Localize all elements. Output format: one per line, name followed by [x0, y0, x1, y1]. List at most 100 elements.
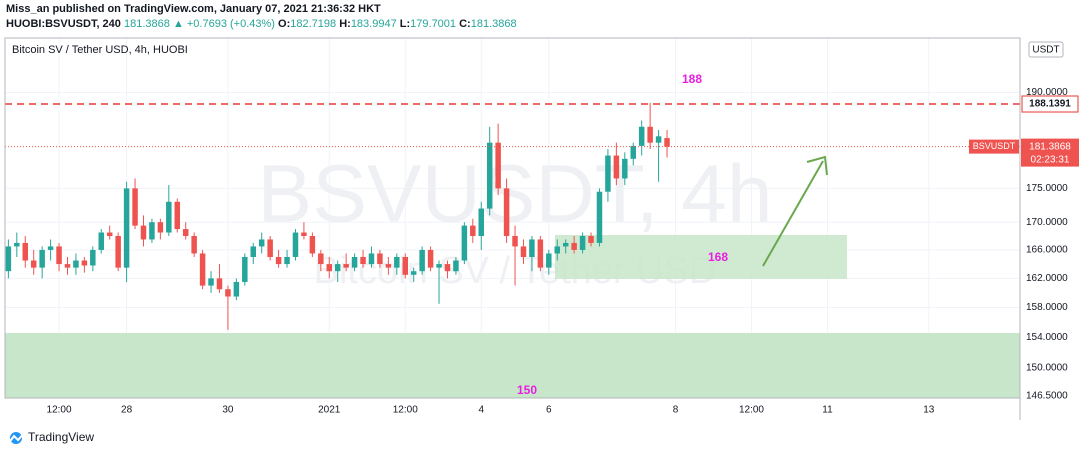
- candle-body: [571, 242, 577, 250]
- candle-body: [503, 188, 510, 236]
- x-tick-label: 13: [923, 405, 935, 416]
- y-tick-label: 175.0000: [1026, 183, 1068, 194]
- currency-box: [1028, 41, 1064, 58]
- candle-body: [14, 242, 20, 247]
- y-tick-label: 162.0000: [1026, 273, 1068, 284]
- x-tick-label: 8: [673, 405, 679, 416]
- arrow-head: [806, 155, 828, 176]
- candle-body: [596, 191, 603, 243]
- candle-body: [22, 242, 29, 261]
- candle-body: [537, 239, 544, 268]
- candle-body: [470, 225, 476, 236]
- candle-body: [334, 264, 341, 272]
- candle-body: [622, 158, 628, 179]
- symbol-label: BSVUSDT: [973, 141, 1016, 151]
- candle-body: [115, 235, 121, 268]
- candle-body: [360, 256, 366, 265]
- candle-body: [132, 188, 138, 226]
- y-tick-label: 166.0000: [1026, 245, 1068, 256]
- candle-body: [402, 256, 409, 275]
- symbol: HUOBI:BSVUSDT, 240: [6, 18, 121, 30]
- x-tick-label: 2021: [318, 405, 341, 416]
- candle-body: [284, 256, 290, 265]
- candle-body: [199, 253, 206, 286]
- candle-body: [630, 145, 636, 159]
- support-zone: [5, 333, 1020, 398]
- logo-line: [7, 431, 26, 445]
- x-tick-label: 12:00: [393, 405, 418, 416]
- o-label: O:: [278, 18, 291, 30]
- resistance-label-box: [1021, 95, 1079, 113]
- o-value: 182.7198: [290, 18, 337, 30]
- annotation: 150: [517, 383, 537, 397]
- candle-body: [73, 260, 79, 268]
- countdown: 02:23:31: [1031, 154, 1070, 165]
- l-label: L:: [399, 18, 411, 30]
- marks-layer: [5, 103, 1020, 330]
- h-value: 183.9947: [350, 18, 397, 30]
- candle-body: [106, 232, 113, 236]
- candle-body: [250, 246, 257, 257]
- candle-body: [258, 239, 265, 247]
- candle-body: [554, 246, 560, 254]
- resistance-label: 188.1391: [1029, 99, 1071, 110]
- candle-body: [5, 246, 12, 272]
- candle-body: [318, 253, 324, 265]
- candle-body: [638, 126, 645, 146]
- x-tick-label: 28: [121, 405, 133, 416]
- tv-logo: [7, 431, 26, 445]
- candle-body: [157, 222, 164, 233]
- candle-body: [267, 239, 273, 257]
- candle-body: [377, 253, 383, 265]
- x-tick-label: 12:00: [739, 405, 764, 416]
- candle-body: [512, 235, 518, 247]
- currency: USDT: [1032, 45, 1059, 56]
- x-tick-label: 6: [546, 405, 552, 416]
- demand-zone: [555, 235, 847, 279]
- candle-body: [444, 264, 451, 272]
- candle-body: [478, 208, 485, 236]
- annotation: 188: [682, 72, 702, 86]
- candle-body: [275, 256, 282, 265]
- candle-body: [166, 201, 172, 233]
- candle-body: [562, 242, 569, 247]
- symbol-box: [969, 139, 1019, 154]
- ohlc-line: HUOBI:BSVUSDT, 240 181.3868 ▲ +0.7693 (+…: [6, 17, 517, 32]
- candle-body: [30, 260, 37, 268]
- candle-body: [394, 256, 400, 268]
- candle-body: [486, 142, 493, 209]
- candle-body: [301, 232, 307, 236]
- candle-body: [123, 188, 130, 268]
- candle-body: [233, 281, 240, 297]
- publisher-line: Miss_an published on TradingView.com, Ja…: [6, 2, 517, 17]
- candle-body: [292, 232, 299, 257]
- candle-body: [81, 260, 88, 266]
- candle-body: [613, 155, 620, 179]
- candle-body: [225, 289, 231, 297]
- candle-body: [461, 225, 468, 261]
- price: 181.3868: [123, 18, 170, 30]
- candle-body: [655, 136, 662, 143]
- candle-body: [546, 253, 552, 268]
- candle-body: [520, 246, 527, 257]
- candle-body: [191, 235, 197, 254]
- y-tick-label: 158.0000: [1026, 302, 1068, 313]
- candle-body: [326, 264, 333, 272]
- x-tick-label: 30: [222, 405, 234, 416]
- y-tick-label: 146.5000: [1026, 390, 1068, 401]
- x-tick-label: 4: [478, 405, 484, 416]
- candle-body: [98, 232, 105, 250]
- candle-body: [588, 235, 594, 243]
- candle-body: [529, 239, 535, 257]
- watermark: BSVUSDT, 4h: [258, 149, 773, 240]
- c-label: C:: [459, 18, 471, 30]
- candle-body: [343, 264, 349, 268]
- l-value: 179.7001: [410, 18, 457, 30]
- header: Miss_an published on TradingView.com, Ja…: [6, 2, 517, 32]
- candle-body: [605, 155, 611, 192]
- candle-body: [436, 264, 442, 268]
- x-tick-label: 12:00: [47, 405, 72, 416]
- y-tick-label: 190.0000: [1026, 87, 1068, 98]
